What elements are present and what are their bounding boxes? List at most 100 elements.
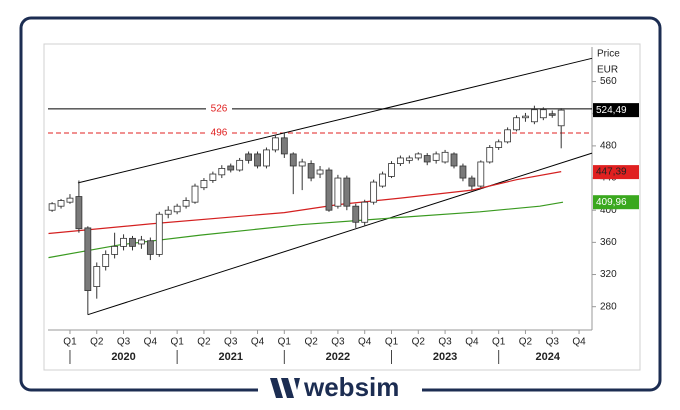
candle-body [200, 180, 208, 189]
candle-body [182, 200, 190, 207]
candle-body [298, 161, 306, 167]
x-tick-label: Q3 [224, 337, 238, 348]
y-tick-label: 280 [600, 301, 617, 312]
plot: 280320360400440480520560Q1Q2Q3Q4Q1Q2Q3Q4… [48, 57, 617, 364]
candle-body [146, 240, 154, 255]
year-label: 2020 [111, 351, 135, 363]
candle-body [557, 109, 565, 127]
logo: websim [258, 372, 422, 406]
x-tick-label: Q4 [144, 337, 158, 348]
candle-body [227, 165, 235, 171]
x-tick-label: Q4 [465, 337, 479, 348]
last-value-box [593, 195, 639, 210]
candle-body [450, 153, 458, 167]
x-tick-label: Q4 [572, 337, 586, 348]
candle-body [432, 153, 440, 161]
candle-body [209, 173, 217, 181]
last-value-label: 409,96 [596, 197, 627, 208]
x-tick-label: Q2 [412, 337, 426, 348]
x-tick-label: Q3 [331, 337, 345, 348]
candle-body [218, 168, 226, 176]
candle-body [84, 227, 92, 292]
candle-body [280, 137, 288, 155]
last-value-box [593, 103, 639, 118]
y-tick-label: 560 [600, 76, 617, 87]
logo-text: websim [303, 372, 399, 402]
year-label: 2022 [326, 351, 350, 363]
last-value-label: 447,39 [596, 167, 627, 178]
year-label: 2024 [536, 351, 561, 363]
candle-body [334, 177, 342, 207]
candle-body [504, 129, 512, 143]
candle-body [263, 149, 270, 167]
x-tick-label: Q4 [251, 337, 265, 348]
x-tick-label: Q4 [358, 337, 372, 348]
y-unit: EUR [597, 65, 618, 76]
level-label: 496 [211, 128, 228, 139]
candle-body [352, 205, 360, 223]
y-tick-label: 320 [600, 269, 617, 280]
candle-body [66, 197, 74, 203]
candle-body [539, 109, 547, 119]
x-tick-label: Q2 [197, 337, 211, 348]
year-label: 2021 [218, 351, 242, 363]
candle-body [522, 115, 529, 119]
x-tick-label: Q1 [170, 337, 184, 348]
candle-body [316, 169, 324, 175]
x-tick-label: Q2 [90, 337, 104, 348]
candle-body [486, 147, 494, 163]
candle-body [120, 237, 127, 247]
candle-body [245, 153, 252, 161]
level-label-bg [206, 127, 232, 140]
x-tick-label: Q1 [492, 337, 506, 348]
candle-body [361, 201, 369, 223]
x-tick-label: Q1 [63, 337, 77, 348]
candle-body [414, 153, 422, 159]
candle-body [93, 266, 101, 287]
candle-body [75, 196, 83, 230]
candle-body [370, 181, 378, 203]
candle-body [379, 173, 386, 187]
last-value-box [593, 165, 639, 180]
x-tick-label: Q2 [304, 337, 318, 348]
candle-body [513, 117, 520, 131]
candle-body [111, 245, 119, 255]
candle-body [191, 185, 199, 203]
candle-body [102, 254, 110, 267]
candle-body [441, 151, 449, 163]
candle-body [405, 157, 413, 161]
y-tick-label: 400 [600, 205, 617, 216]
trendline [77, 57, 593, 184]
candle-body [325, 169, 333, 211]
moving-average [48, 171, 562, 235]
x-tick-label: Q2 [519, 337, 533, 348]
level-label: 526 [211, 104, 228, 115]
candle-body [57, 200, 65, 207]
y-tick-label: 480 [600, 141, 617, 152]
y-tick-label: 360 [600, 237, 617, 248]
candle-body [530, 109, 538, 123]
candle-body [548, 113, 556, 116]
candle-body [477, 161, 485, 187]
logo-icon [270, 378, 300, 398]
candle-body [138, 239, 145, 245]
year-label: 2023 [433, 351, 457, 363]
candle-body [48, 203, 56, 211]
panel [43, 43, 641, 371]
level-label-bg [206, 102, 232, 115]
candle-body [236, 159, 244, 171]
candle-body [164, 209, 172, 215]
candle-body [495, 141, 503, 148]
x-tick-label: Q1 [385, 337, 399, 348]
candle-body [129, 237, 136, 247]
candle-body [307, 163, 315, 179]
x-tick-label: Q3 [546, 337, 560, 348]
trendline [87, 152, 593, 316]
candle-body [459, 165, 467, 179]
candle-body [271, 137, 279, 151]
candle-body [254, 153, 261, 167]
candle-body [173, 205, 181, 213]
x-tick-label: Q3 [117, 337, 131, 348]
candle-body [289, 153, 297, 167]
